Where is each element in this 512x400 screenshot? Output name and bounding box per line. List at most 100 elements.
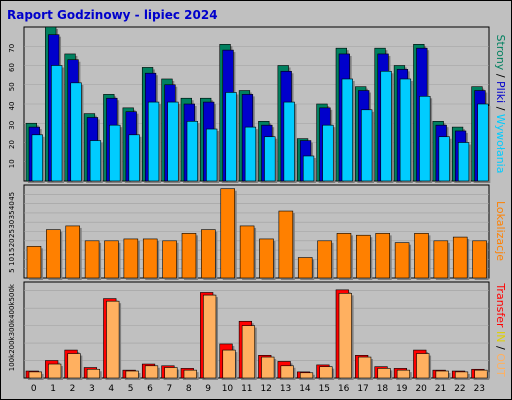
legend-in: IN: [494, 331, 507, 342]
x-tick-label: 15: [319, 384, 330, 394]
x-tick-label: 11: [241, 384, 252, 394]
legend-pliki: Pliki: [494, 81, 507, 103]
y-tick-label: 400k: [8, 301, 16, 319]
legend-sep: /: [494, 103, 507, 114]
bar-out-3: [86, 368, 101, 379]
x-tick-label: 18: [377, 384, 389, 394]
hour-axis: 0 1 2 3 4 5 6 7 8 9 10 11 12 13 14 15 16 17 18 19 20 21 22 23: [31, 384, 485, 394]
bar-lokalizacje-21: [433, 240, 449, 279]
y-tick-label: 40: [8, 201, 16, 210]
bar-strony-12: [264, 136, 276, 182]
bar-lokalizacje-11: [239, 225, 255, 279]
x-tick-label: 3: [89, 384, 95, 394]
bar-out-6: [144, 365, 159, 379]
x-tick-label: 9: [205, 384, 211, 394]
x-tick-label: 0: [31, 384, 37, 394]
bar-lokalizacje-16: [336, 233, 352, 279]
bar-out-7: [164, 367, 178, 379]
x-tick-label: 13: [280, 384, 291, 394]
bar-out-4: [106, 300, 120, 379]
bar-out-1: [48, 363, 62, 379]
bar-out-22: [454, 371, 469, 379]
legend-middle: Lokalizacje: [494, 201, 507, 261]
bar-strony-7: [167, 101, 179, 182]
x-tick-label: 16: [338, 384, 350, 394]
y-tick-label: 45: [8, 192, 16, 201]
bar-out-13: [280, 365, 294, 379]
bar-out-16: [338, 293, 352, 379]
bar-strony-17: [361, 109, 373, 182]
legend-bottom: Transfer IN / OUT: [494, 282, 507, 377]
x-tick-label: 23: [474, 384, 485, 394]
y-tick-label: 70: [8, 44, 16, 53]
bar-out-5: [125, 370, 139, 379]
bar-lokalizacje-18: [375, 233, 390, 279]
x-tick-label: 6: [147, 384, 153, 394]
bar-strony-21: [438, 136, 450, 182]
bar-out-20: [416, 353, 430, 379]
y-tick-label: 200k: [8, 335, 16, 353]
bar-lokalizacje-1: [46, 229, 61, 279]
bar-strony-15: [322, 124, 334, 182]
legend-lokalizacje: Lokalizacje: [494, 201, 507, 261]
legend-wywolania: Wywołania: [494, 114, 507, 174]
x-tick-label: 20: [415, 384, 427, 394]
x-tick-label: 19: [396, 384, 408, 394]
bar-lokalizacje-5: [123, 238, 139, 279]
bar-out-17: [358, 356, 372, 379]
bar-strony-5: [128, 134, 140, 182]
bar-strony-9: [206, 128, 218, 182]
x-tick-label: 17: [357, 384, 368, 394]
bar-lokalizacje-7: [162, 240, 177, 279]
bar-strony-8: [186, 121, 198, 182]
x-tick-label: 5: [128, 384, 134, 394]
bar-strony-0: [31, 134, 43, 182]
bar-lokalizacje-22: [452, 236, 468, 279]
y-tick-label: 10: [8, 257, 16, 266]
y-tick-label: 30: [8, 121, 16, 130]
bar-lokalizacje-3: [84, 240, 100, 279]
bar-out-19: [396, 369, 411, 379]
legend-out: OUT: [494, 353, 507, 377]
bar-strony-14: [302, 155, 315, 182]
side-legends: Strony / Pliki / Wywołania Lokalizacje Tra…: [494, 35, 507, 377]
x-tick-label: 21: [435, 384, 446, 394]
bar-lokalizacje-2: [65, 225, 80, 279]
bar-lokalizacje-17: [356, 234, 371, 279]
bar-out-11: [241, 325, 256, 379]
bar-out-2: [67, 353, 81, 379]
bar-strony-2: [70, 82, 82, 182]
bar-lokalizacje-4: [104, 240, 119, 279]
bar-lokalizacje-9: [201, 229, 216, 279]
bar-out-14: [299, 372, 314, 379]
bar-out-10: [222, 349, 236, 379]
bar-out-15: [319, 366, 333, 379]
bar-out-18: [377, 368, 391, 379]
y-tick-label: 30: [8, 220, 16, 229]
bar-strony-11: [244, 126, 257, 182]
bar-strony-22: [457, 142, 470, 182]
bar-lokalizacje-20: [414, 233, 429, 279]
bar-strony-1: [51, 65, 63, 182]
y-tick-label: 35: [8, 210, 16, 219]
report-title: Raport Godzinowy - lipiec 2024: [7, 8, 218, 22]
legend-strony: Strony: [494, 35, 507, 71]
y-tick-label: 5: [8, 268, 16, 272]
y-tick-label: 10: [8, 159, 16, 168]
bar-lokalizacje-23: [472, 240, 487, 279]
x-tick-label: 8: [186, 384, 192, 394]
bar-out-23: [474, 369, 488, 379]
x-tick-label: 1: [50, 384, 56, 394]
x-tick-label: 12: [260, 384, 271, 394]
bar-lokalizacje-14: [297, 257, 313, 279]
bar-strony-20: [419, 96, 431, 182]
bar-lokalizacje-6: [142, 238, 158, 279]
y-tick-label: 40: [8, 102, 16, 111]
panel-pages-files-hits: 10 20 30 40 50 60 70: [8, 26, 491, 184]
legend-sep: /: [494, 70, 507, 81]
x-tick-label: 2: [70, 384, 76, 394]
legend-top: Strony / Pliki / Wywołania: [494, 35, 507, 174]
y-tick-label: 100k: [8, 353, 16, 371]
